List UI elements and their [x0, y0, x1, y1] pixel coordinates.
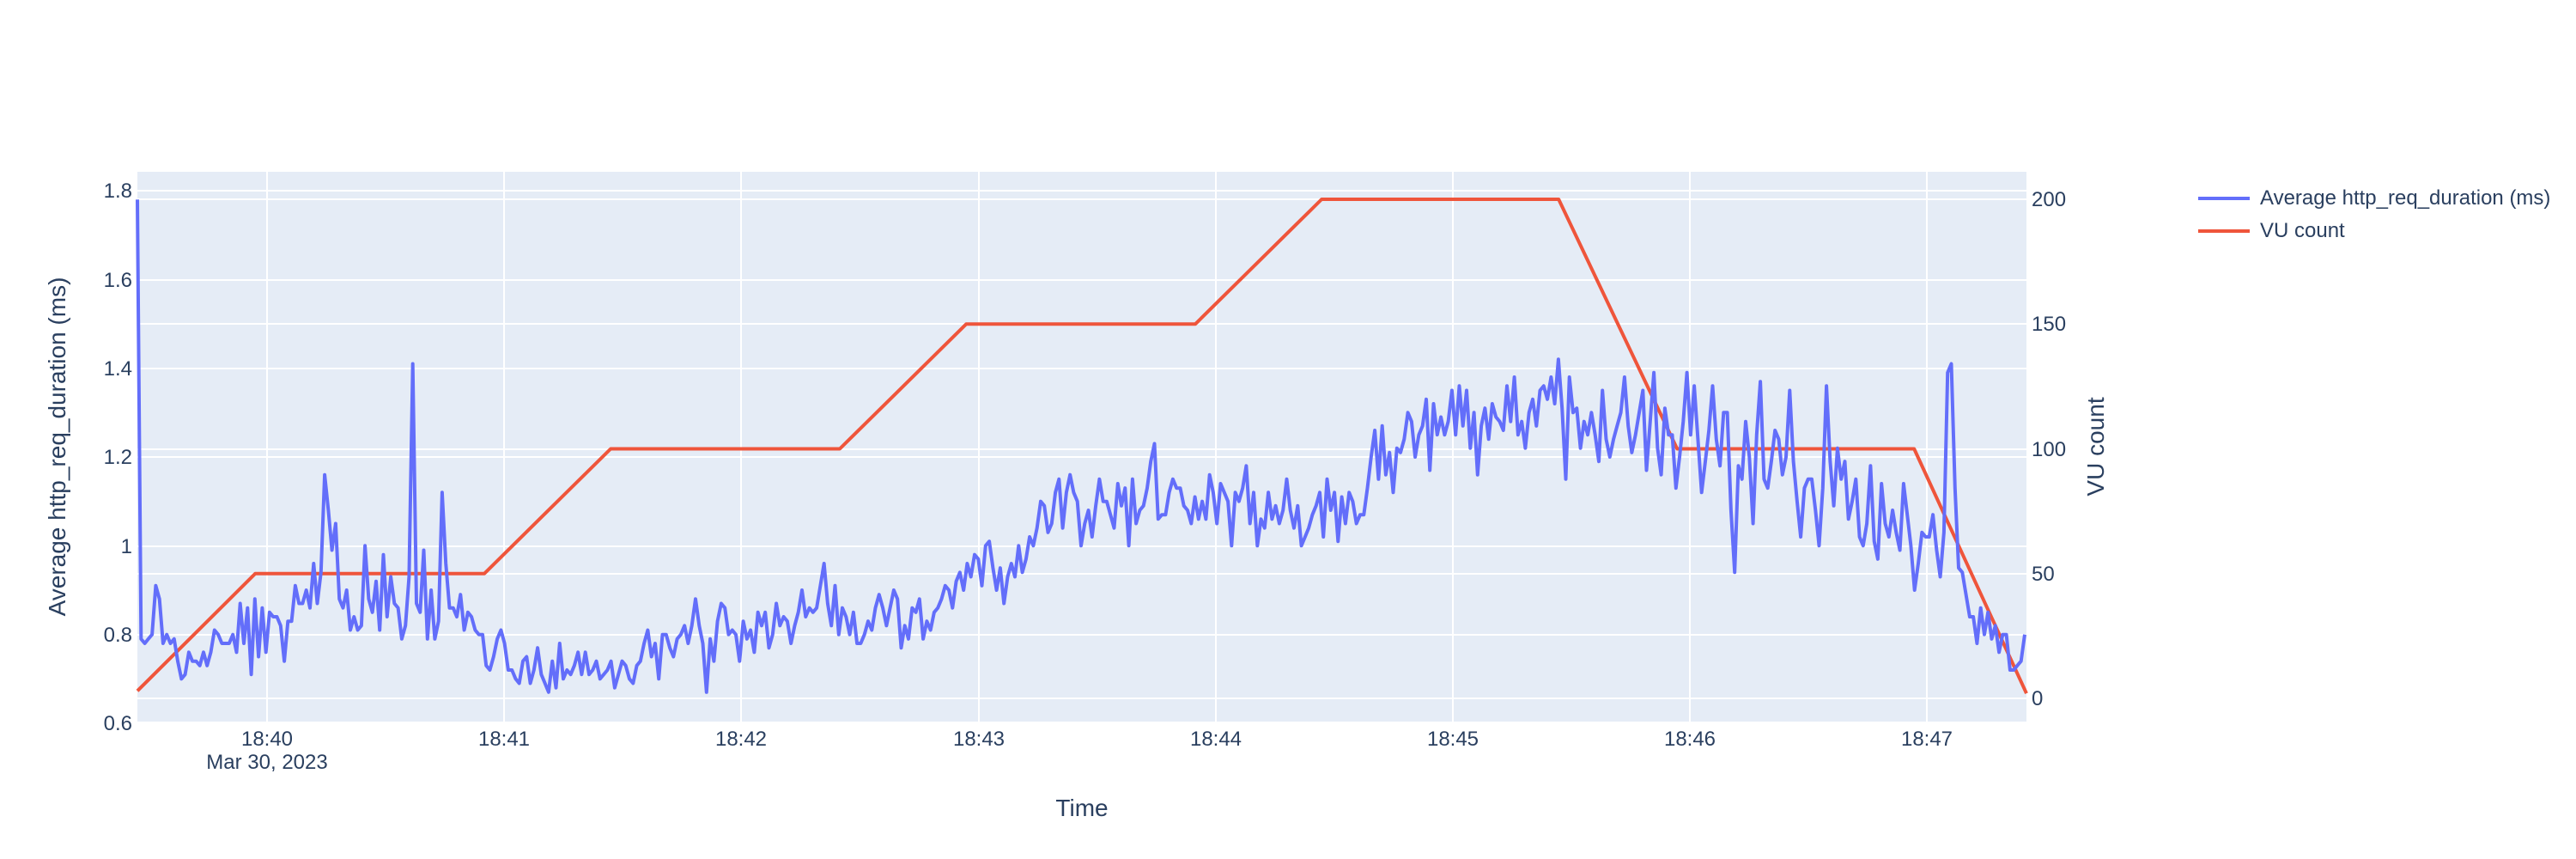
legend: Average http_req_duration (ms) VU count: [2198, 182, 2550, 247]
x-tick-label: 18:42: [715, 728, 767, 751]
y-tick-label: 0.8: [104, 624, 132, 647]
y2-tick-label: 100: [2032, 438, 2066, 461]
y2-tick-label: 0: [2032, 687, 2043, 710]
x-tick-label: 18:44: [1190, 728, 1242, 751]
y-tick-label: 0.6: [104, 712, 132, 735]
legend-label-vu-count: VU count: [2260, 219, 2345, 242]
y-axis-ticks: 0.6 0.8 1 1.2 1.4 1.6 1.8: [104, 180, 132, 735]
y2-tick-label: 50: [2032, 563, 2055, 586]
y-tick-label: 1: [121, 535, 132, 558]
y-tick-label: 1.8: [104, 180, 132, 203]
legend-item-duration[interactable]: Average http_req_duration (ms): [2198, 182, 2550, 215]
x-tick-label: 18:45: [1427, 728, 1479, 751]
duration-line[interactable]: [136, 199, 2026, 694]
y2-tick-label: 200: [2032, 188, 2066, 211]
x-tick-label: 18:41: [478, 728, 530, 751]
y2-axis-ticks: 0 50 100 150 200: [2032, 188, 2066, 710]
legend-item-vu-count[interactable]: VU count: [2198, 215, 2550, 247]
y2-axis-title: VU count: [2082, 397, 2109, 496]
y-axis-title: Average http_req_duration (ms): [44, 277, 70, 617]
y2-tick-label: 150: [2032, 313, 2066, 336]
x-axis-title: Time: [1055, 795, 1108, 821]
x-tick-label: 18:47: [1901, 728, 1953, 751]
legend-label-duration: Average http_req_duration (ms): [2260, 186, 2551, 210]
y-tick-label: 1.2: [104, 446, 132, 469]
x-gridlines: [266, 172, 1928, 722]
x-axis-ticks: 18:40 18:41 18:42 18:43 18:44 18:45 18:46 18:47: [241, 728, 1953, 751]
x-tick-label: 18:40: [241, 728, 293, 751]
y-tick-label: 1.4: [104, 357, 132, 381]
legend-swatch-duration-icon: [2198, 197, 2250, 200]
legend-swatch-vu-count-icon: [2198, 229, 2250, 233]
x-tick-label: 18:46: [1664, 728, 1716, 751]
x-tick-label: 18:43: [953, 728, 1005, 751]
y-tick-label: 1.6: [104, 269, 132, 292]
plot-area[interactable]: [137, 172, 2026, 722]
x-axis-date-label: Mar 30, 2023: [206, 751, 327, 774]
